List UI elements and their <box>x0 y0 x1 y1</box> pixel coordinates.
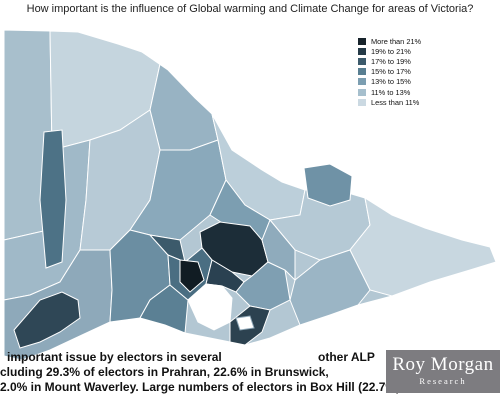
legend-label: Less than 11% <box>371 97 420 107</box>
legend-label: More than 21% <box>371 36 422 46</box>
legend-item: Less than 11% <box>358 97 458 107</box>
region-coast-dark <box>13 291 81 349</box>
legend-label: 19% to 21% <box>371 46 411 56</box>
region-casey <box>261 219 296 282</box>
legend-label: 17% to 19% <box>371 56 411 66</box>
region-east-gippsland <box>349 196 497 297</box>
legend-swatch <box>358 57 366 65</box>
legend-item: 13% to 15% <box>358 77 458 87</box>
caption-line-1b: other ALP <box>318 350 375 364</box>
region-alpine-dark <box>303 163 353 207</box>
region-melbourne-inner-dark <box>179 259 205 293</box>
region-gippsland <box>289 249 371 326</box>
legend-swatch <box>358 88 366 96</box>
logo-sub: Research <box>419 376 467 386</box>
legend-item: 15% to 17% <box>358 67 458 77</box>
region-west-dark <box>39 129 67 269</box>
roy-morgan-logo: Roy Morgan Research <box>386 350 500 393</box>
legend-label: 13% to 15% <box>371 77 411 87</box>
logo-brand: Roy Morgan <box>392 354 494 375</box>
map-title: How important is the influence of Global… <box>26 3 474 15</box>
region-dandenong <box>235 261 291 311</box>
map-legend: More than 21% 19% to 21% 17% to 19% 15% to … <box>358 36 458 107</box>
region-bay <box>187 283 233 331</box>
caption-line-2: cluding 29.3% of electors in Prahran, 22… <box>0 365 329 379</box>
region-loddon <box>129 139 227 241</box>
legend-swatch <box>358 78 366 86</box>
legend-swatch <box>358 37 366 45</box>
legend-label: 15% to 17% <box>371 67 411 77</box>
legend-swatch <box>358 47 366 55</box>
legend-item: 11% to 13% <box>358 87 458 97</box>
caption-line-3: 2.0% in Mount Waverley. Large numbers of… <box>0 380 401 394</box>
legend-label: 11% to 13% <box>371 87 411 97</box>
caption-line-1a: important issue by electors in several <box>7 350 222 364</box>
legend-swatch <box>358 98 366 106</box>
region-flinders-island <box>235 315 255 331</box>
legend-swatch <box>358 68 366 76</box>
legend-item: More than 21% <box>358 36 458 46</box>
legend-item: 17% to 19% <box>358 56 458 66</box>
legend-item: 19% to 21% <box>358 46 458 56</box>
